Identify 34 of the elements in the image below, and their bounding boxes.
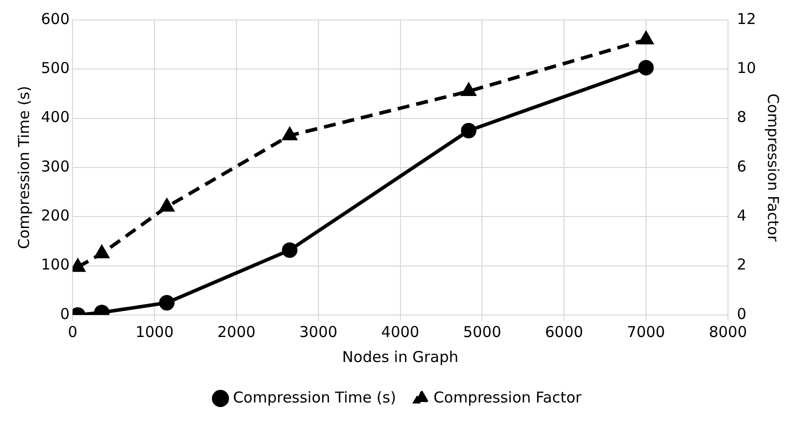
y-tick-label: 400 — [40, 108, 70, 126]
y2-tick-label: 4 — [736, 206, 746, 225]
legend-label: Compression Time (s) — [232, 388, 396, 406]
y2-tick-label: 12 — [736, 10, 756, 28]
x-tick-label: 1000 — [135, 322, 174, 341]
x-tick-label: 8000 — [708, 322, 748, 341]
y-axis-title: Compression Time (s) — [14, 86, 33, 250]
y2-tick-label: 8 — [736, 108, 746, 126]
y-tick-label: 0 — [60, 304, 70, 323]
point — [94, 246, 109, 258]
x-tick-label: 5000 — [463, 322, 502, 341]
point — [639, 32, 653, 44]
x-tick-label: 2000 — [217, 322, 256, 341]
point — [460, 122, 476, 138]
y2-tick-label: 6 — [736, 157, 746, 176]
point — [638, 60, 654, 76]
x-tick-label: 3000 — [299, 322, 338, 341]
x-axis-title: Nodes in Graph — [342, 348, 458, 366]
y2-tick-label: 10 — [736, 59, 756, 78]
x-tick-label: 6000 — [545, 322, 584, 341]
y2-tick-label: 2 — [736, 256, 746, 274]
point — [282, 128, 297, 140]
y2-axis-title: Compression Factor — [764, 93, 782, 242]
y-tick-label: 600 — [40, 10, 70, 28]
y-tick-label: 200 — [40, 206, 70, 225]
x-tick-label: 7000 — [626, 322, 666, 341]
y-tick-label: 300 — [40, 157, 70, 176]
y-tick-label: 500 — [40, 59, 70, 78]
y-tick-label: 100 — [40, 256, 70, 274]
point — [462, 84, 476, 96]
legend-label: Compression Factor — [434, 388, 582, 406]
x-tick-label: 4000 — [381, 322, 420, 341]
point — [160, 199, 174, 212]
y2-tick-label: 0 — [736, 304, 746, 323]
